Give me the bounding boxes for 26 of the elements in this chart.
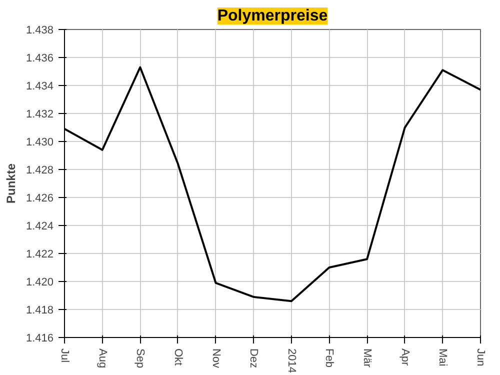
y-tick-label: 1.438: [26, 24, 54, 36]
y-tick-label: 1.420: [26, 276, 54, 288]
chart-title: Polymerpreise: [217, 8, 328, 24]
y-tick-label: 1.434: [26, 80, 54, 92]
x-tick-label: Mai: [436, 348, 449, 366]
x-tick-label: Nov: [210, 348, 222, 369]
y-tick-label: 1.416: [26, 332, 54, 344]
y-tick-label: 1.424: [26, 220, 54, 232]
y-axis-title: Punkte: [4, 163, 18, 204]
x-tick-label: Aug: [96, 348, 108, 368]
y-tick-label: 1.428: [26, 164, 54, 176]
x-tick-label: Mär: [361, 348, 374, 368]
y-tick-label: 1.432: [26, 108, 54, 120]
x-tick-label: Dez: [248, 348, 260, 368]
y-tick-label: 1.436: [26, 52, 54, 64]
y-tick-label: 1.422: [26, 248, 54, 260]
y-tick-label: 1.430: [26, 136, 54, 148]
x-tick-label: Okt: [172, 348, 184, 366]
x-tick-label: Jul: [58, 348, 70, 363]
x-tick-label: Feb: [323, 348, 336, 368]
x-tick-label: Sep: [134, 348, 146, 368]
y-tick-label: 1.418: [26, 304, 54, 316]
x-tick-label: 2014: [285, 348, 298, 373]
x-tick-label: Apr: [398, 348, 411, 366]
y-tick-label: 1.426: [26, 192, 54, 204]
x-tick-label: Jun: [474, 348, 486, 366]
